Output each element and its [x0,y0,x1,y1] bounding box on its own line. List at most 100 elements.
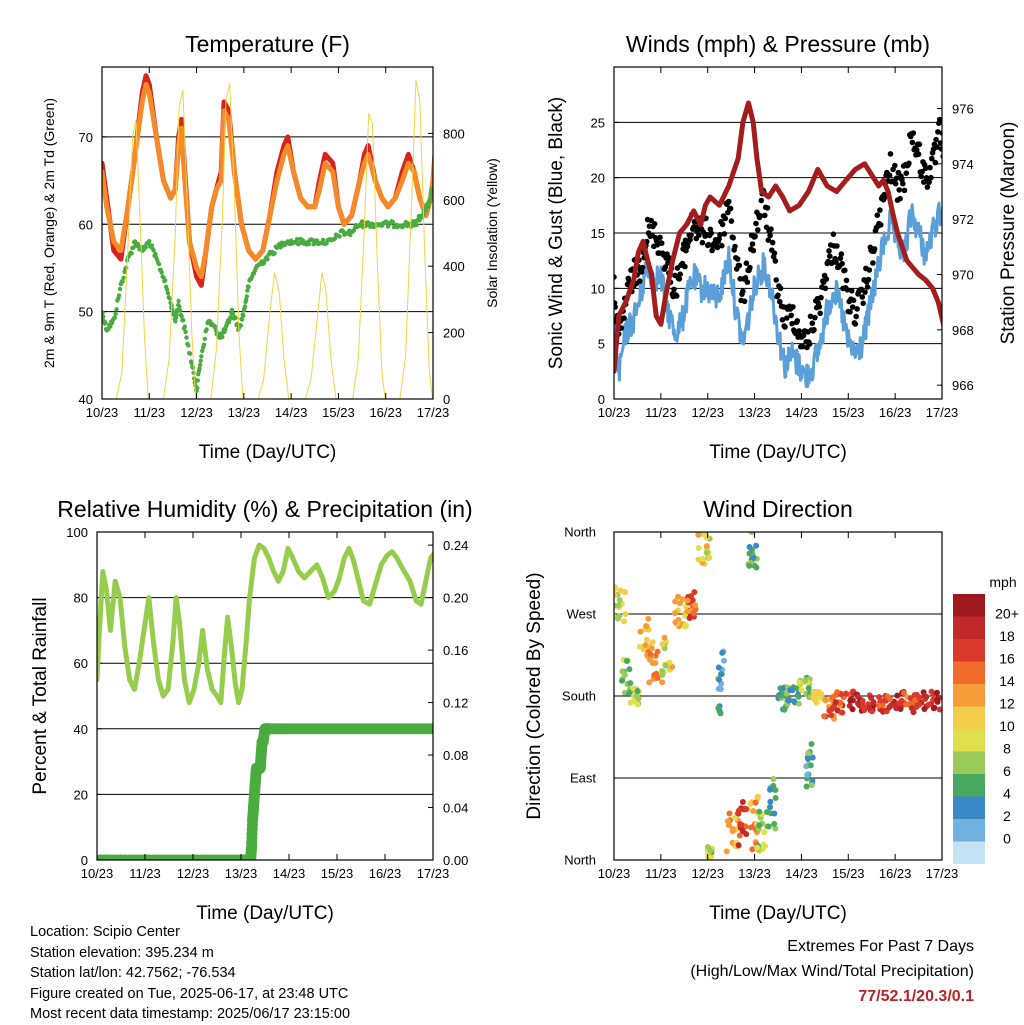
series-point [102,314,106,319]
direction-point [669,663,676,670]
series-point [736,262,743,269]
direction-point [706,554,713,561]
colorbar-swatch [953,841,985,864]
series-point [103,320,108,325]
chart-title: Temperature (F) [185,31,350,57]
series-point [834,243,840,249]
direction-point [723,848,730,855]
x-tick-label: 12/23 [691,405,724,420]
series-point [332,236,338,241]
series-point [699,239,706,246]
y-tick-label-right: 0.00 [443,853,468,868]
series-point [849,304,856,310]
direction-point [805,750,812,756]
x-tick-label: 17/23 [417,866,450,881]
direction-point [724,818,731,825]
plot-frame [96,531,434,861]
series-point [830,231,837,237]
direction-point [715,664,722,671]
series-point [812,314,818,321]
series-point [871,246,878,252]
series-point [942,134,948,140]
direction-point [616,597,623,604]
series-point [771,250,778,256]
direction-point [808,741,815,747]
y-tick-label: West [567,607,597,622]
series-point [337,234,342,239]
direction-point [654,648,661,655]
series-point [935,129,941,135]
x-axis-label: Time (Day/UTC) [199,442,337,463]
series-point [265,257,270,262]
series-point [176,298,181,304]
colorbar-label: 16 [999,651,1015,667]
direction-point [614,584,618,591]
series-point [946,151,952,157]
y-tick-label: 80 [74,591,88,606]
plot-area [97,542,449,860]
x-tick-label: 15/23 [832,866,865,881]
series-point [826,248,832,254]
series-point [621,315,627,321]
series-point [294,237,300,242]
series-point [428,196,433,202]
series-point [129,251,134,256]
plot-area [614,532,942,860]
direction-point [646,656,653,663]
direction-point [808,782,815,789]
y-tick-label: 5 [598,337,605,352]
series-point [717,231,723,238]
series-point [213,324,218,329]
direction-point [699,556,706,562]
series-point [842,267,848,274]
colorbar-label: 6 [1003,763,1011,779]
colorbar-swatch [953,706,985,729]
series-point [929,155,935,162]
direction-point [934,696,940,703]
direction-point [765,823,772,830]
series-point [230,311,236,316]
series-point [796,328,802,334]
direction-point [900,690,907,696]
y-tick-label: East [570,771,596,786]
series-point [938,146,942,152]
direction-point [771,821,778,827]
direction-point [753,542,760,549]
x-tick-label: 10/23 [598,405,631,420]
x-tick-label: 17/23 [926,405,959,420]
series-point [437,176,441,180]
series-point [779,317,786,323]
colorbar-swatch [953,819,985,842]
y-tick-label: 50 [79,305,93,320]
colorbar-label: 14 [999,673,1015,689]
y-tick-label-right: 974 [952,157,974,172]
series-point [769,239,776,246]
colorbar-swatch [953,661,985,684]
series-point [892,180,899,187]
direction-point [748,532,755,536]
x-tick-label: 10/23 [81,866,114,881]
series-point [179,314,184,319]
series-point [926,179,932,185]
y-tick-label-right: 0.24 [443,538,468,553]
direction-point [623,658,630,664]
series-point [124,265,129,270]
direction-point [795,700,802,707]
direction-point [908,700,914,706]
x-tick-label: 17/23 [417,405,450,420]
direction-point [915,701,922,708]
series-point [436,723,447,734]
direction-point [795,693,802,700]
y-tick-label: North [564,525,596,540]
series-point [852,321,859,327]
series-point [854,306,860,312]
series-point [947,130,953,136]
direction-point [729,828,736,835]
series-point [417,218,422,223]
direction-point [716,676,723,683]
series-point [195,385,200,391]
series-point [811,327,817,333]
series-point [438,723,449,734]
series-point [108,324,113,329]
direction-point [896,700,903,706]
